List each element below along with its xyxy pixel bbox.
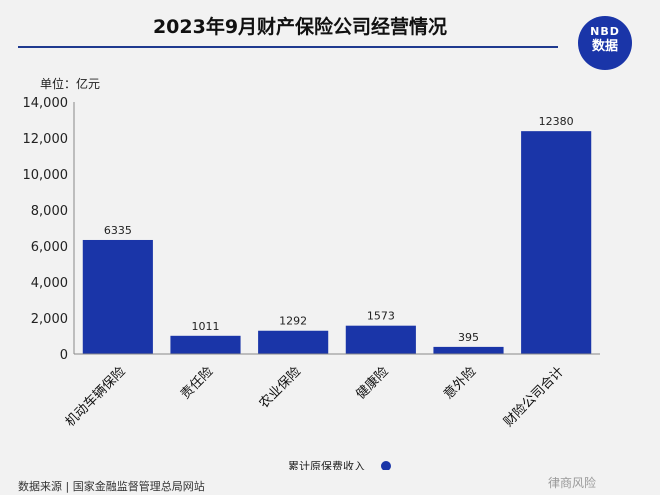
- legend-marker: [381, 461, 391, 470]
- x-category-label: 农业保险: [257, 364, 304, 411]
- x-category-label: 责任险: [178, 364, 216, 402]
- bar-6: [521, 131, 592, 354]
- y-tick-label: 0: [60, 348, 68, 363]
- bar-value-label: 1011: [192, 320, 220, 333]
- logo-line-2: 数据: [591, 39, 618, 54]
- bar-value-label: 1292: [279, 315, 307, 328]
- bar-value-label: 395: [458, 331, 479, 344]
- x-category-label: 健康险: [353, 364, 392, 403]
- bar-chart: 0 2,000 4,000 6,000 8,000 10,000 12,000 14,000 6…: [23, 96, 600, 470]
- y-tick-label: 14,000: [23, 96, 69, 111]
- unit-label: 单位：亿元: [40, 77, 101, 91]
- chart-title: 2023年9月财产保险公司经营情况: [152, 16, 448, 38]
- bar-value-label: 1573: [367, 310, 395, 323]
- bar-value-label: 12380: [539, 115, 574, 128]
- bar-2: [170, 335, 241, 354]
- bar-3: [258, 330, 329, 354]
- logo-line-1: NBD: [590, 25, 620, 38]
- nbd-logo: NBD 数据: [578, 16, 632, 70]
- y-tick-label: 8,000: [31, 204, 68, 219]
- bar-1: [82, 239, 153, 354]
- y-tick-label: 10,000: [23, 168, 69, 183]
- y-tick-label: 4,000: [31, 276, 68, 291]
- data-source: 数据来源 | 国家金融监督管理总局网站: [18, 480, 205, 493]
- x-category-label: 财险公司合计: [501, 364, 567, 430]
- y-tick-label: 12,000: [23, 132, 69, 147]
- bar-4: [345, 325, 416, 354]
- x-category-label: 意外险: [440, 364, 479, 403]
- bar-5: [433, 346, 504, 354]
- corner-watermark: 律商风险: [548, 476, 597, 490]
- y-tick-label: 2,000: [31, 312, 68, 327]
- y-tick-label: 6,000: [31, 240, 68, 255]
- x-category-label: 机动车辆保险: [62, 364, 128, 430]
- bar-value-label: 6335: [104, 224, 132, 237]
- title-underline: [18, 46, 558, 48]
- legend-label: 累计原保费收入: [288, 459, 365, 470]
